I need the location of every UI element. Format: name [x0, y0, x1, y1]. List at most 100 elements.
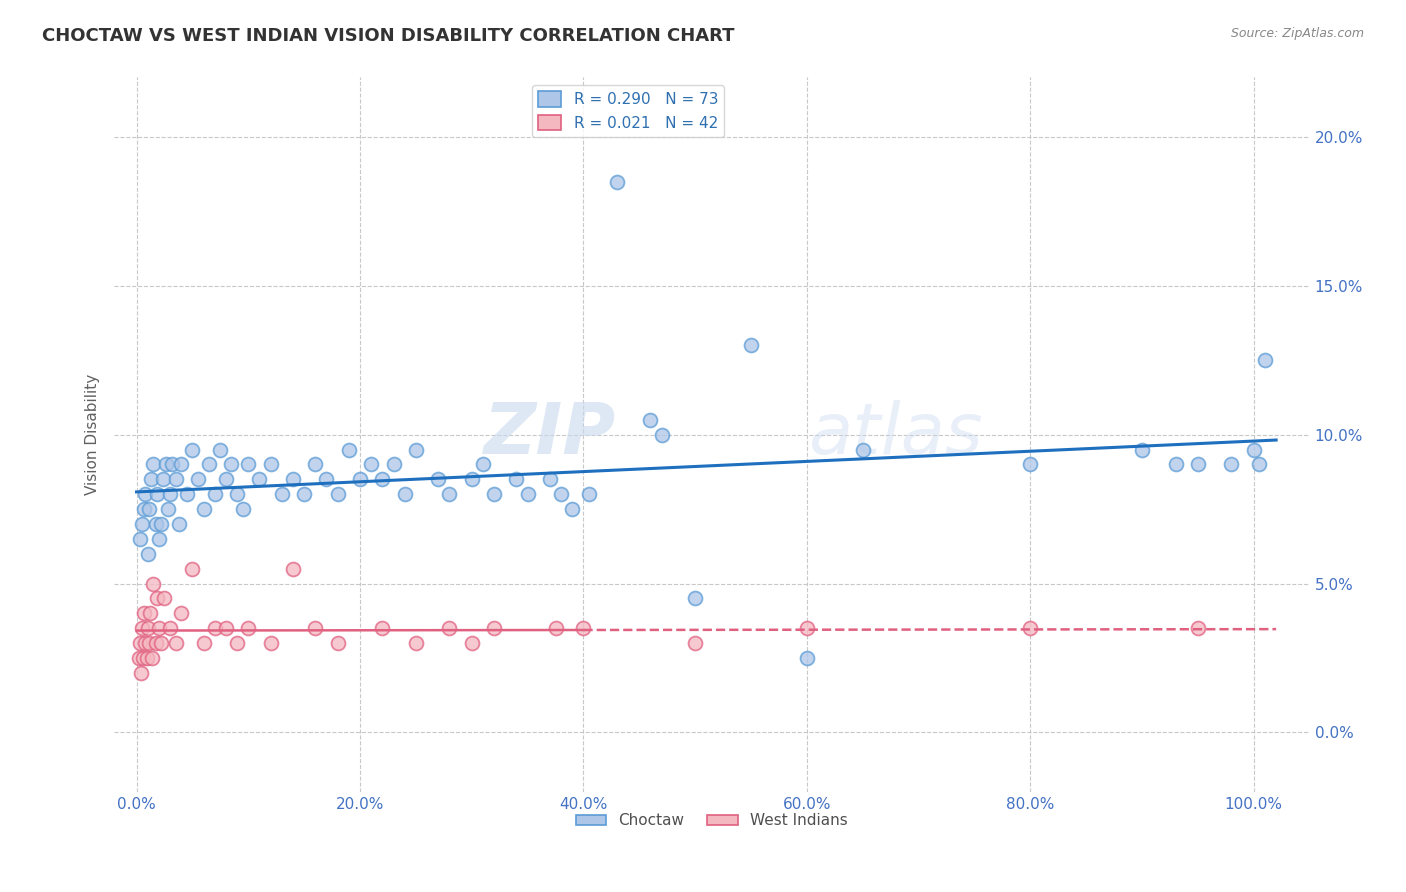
- Point: [281, 562, 304, 576]
- Point: [135, 651, 157, 665]
- Point: [371, 621, 394, 635]
- Point: [349, 472, 371, 486]
- Point: [1187, 621, 1209, 635]
- Point: [221, 458, 243, 472]
- Legend: Choctaw, West Indians: Choctaw, West Indians: [569, 807, 853, 834]
- Point: [1019, 458, 1042, 472]
- Point: [198, 458, 221, 472]
- Point: [134, 636, 156, 650]
- Point: [1019, 621, 1042, 635]
- Point: [170, 607, 193, 621]
- Y-axis label: Vision Disability: Vision Disability: [86, 374, 100, 495]
- Point: [134, 487, 156, 501]
- Point: [315, 472, 337, 486]
- Point: [150, 516, 173, 531]
- Point: [516, 487, 538, 501]
- Point: [167, 516, 190, 531]
- Point: [292, 487, 315, 501]
- Point: [505, 472, 527, 486]
- Point: [460, 472, 482, 486]
- Point: [165, 636, 187, 650]
- Point: [561, 502, 583, 516]
- Point: [139, 607, 162, 621]
- Point: [226, 487, 249, 501]
- Point: [176, 487, 198, 501]
- Point: [337, 442, 360, 457]
- Point: [138, 502, 160, 516]
- Point: [640, 413, 662, 427]
- Point: [238, 621, 260, 635]
- Point: [129, 665, 152, 680]
- Point: [572, 621, 595, 635]
- Point: [281, 472, 304, 486]
- Point: [128, 532, 150, 546]
- Point: [439, 621, 461, 635]
- Point: [852, 442, 875, 457]
- Point: [304, 458, 326, 472]
- Point: [204, 621, 226, 635]
- Point: [1220, 458, 1243, 472]
- Point: [170, 458, 193, 472]
- Point: [683, 636, 706, 650]
- Point: [162, 458, 184, 472]
- Point: [405, 442, 427, 457]
- Point: [304, 621, 326, 635]
- Point: [148, 532, 170, 546]
- Point: [181, 442, 204, 457]
- Point: [159, 487, 181, 501]
- Point: [471, 458, 494, 472]
- Point: [460, 636, 482, 650]
- Point: [1254, 353, 1277, 368]
- Point: [578, 487, 600, 501]
- Point: [394, 487, 416, 501]
- Point: [382, 458, 405, 472]
- Point: [204, 487, 226, 501]
- Point: [128, 636, 150, 650]
- Point: [131, 516, 153, 531]
- Point: [150, 636, 173, 650]
- Point: [683, 591, 706, 606]
- Point: [1249, 458, 1271, 472]
- Point: [1187, 458, 1209, 472]
- Point: [249, 472, 271, 486]
- Point: [156, 502, 179, 516]
- Point: [326, 636, 349, 650]
- Point: [153, 591, 176, 606]
- Point: [550, 487, 572, 501]
- Point: [371, 472, 394, 486]
- Point: [232, 502, 254, 516]
- Point: [132, 651, 155, 665]
- Text: CHOCTAW VS WEST INDIAN VISION DISABILITY CORRELATION CHART: CHOCTAW VS WEST INDIAN VISION DISABILITY…: [42, 27, 735, 45]
- Point: [148, 621, 170, 635]
- Point: [360, 458, 382, 472]
- Point: [482, 621, 505, 635]
- Point: [187, 472, 209, 486]
- Point: [134, 607, 156, 621]
- Point: [152, 472, 174, 486]
- Point: [136, 621, 159, 635]
- Point: [238, 458, 260, 472]
- Point: [139, 472, 162, 486]
- Point: [181, 562, 204, 576]
- Text: Source: ZipAtlas.com: Source: ZipAtlas.com: [1230, 27, 1364, 40]
- Point: [134, 502, 156, 516]
- Point: [215, 472, 238, 486]
- Point: [270, 487, 292, 501]
- Point: [193, 502, 215, 516]
- Point: [740, 338, 762, 352]
- Point: [145, 636, 167, 650]
- Point: [145, 591, 167, 606]
- Point: [538, 472, 561, 486]
- Point: [427, 472, 450, 486]
- Point: [259, 636, 281, 650]
- Point: [1130, 442, 1153, 457]
- Point: [796, 651, 818, 665]
- Point: [209, 442, 232, 457]
- Point: [155, 458, 177, 472]
- Point: [215, 621, 238, 635]
- Point: [259, 458, 281, 472]
- Point: [405, 636, 427, 650]
- Point: [165, 472, 187, 486]
- Point: [439, 487, 461, 501]
- Point: [141, 651, 163, 665]
